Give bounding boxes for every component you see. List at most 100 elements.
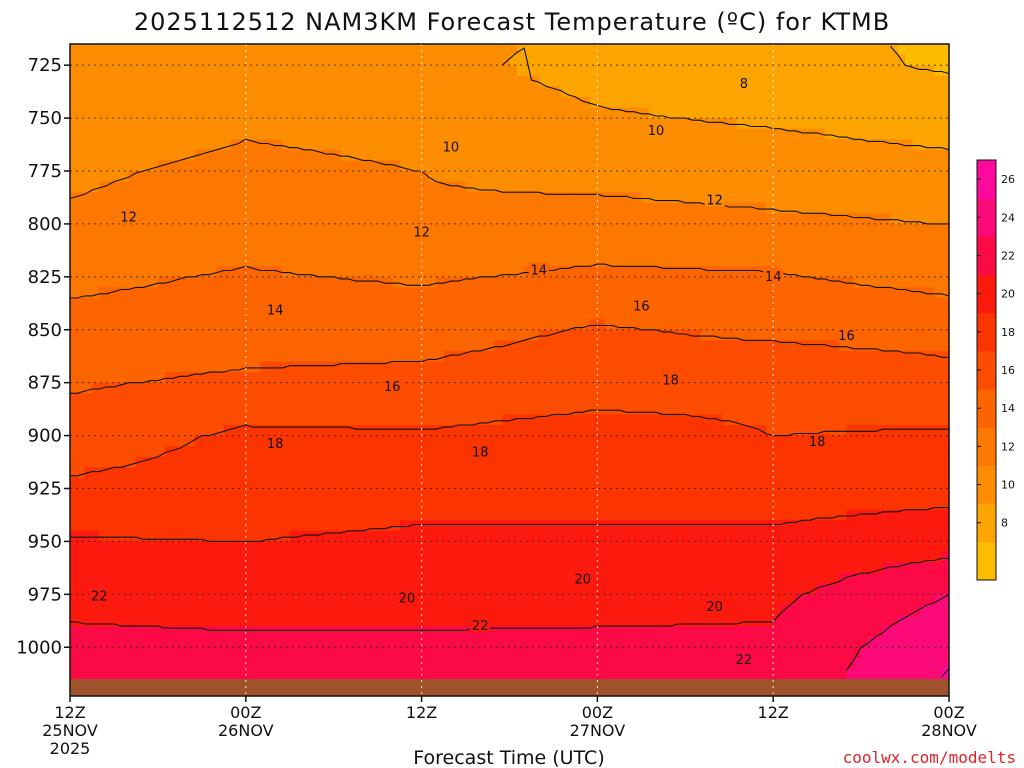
temperature-cell (758, 181, 767, 193)
temperature-cell (663, 319, 672, 331)
temperature-cell (509, 298, 518, 310)
temperature-cell (773, 340, 782, 352)
temperature-cell (546, 192, 555, 204)
temperature-cell (450, 171, 459, 183)
temperature-cell (377, 361, 386, 373)
temperature-cell (384, 149, 393, 162)
temperature-cell (802, 382, 811, 394)
temperature-cell (267, 160, 276, 172)
temperature-cell (714, 139, 723, 151)
temperature-cell (91, 361, 100, 373)
temperature-cell (670, 171, 679, 183)
temperature-cell (604, 266, 613, 278)
temperature-cell (267, 382, 276, 394)
temperature-cell (421, 361, 430, 373)
temperature-cell (883, 403, 891, 416)
temperature-cell (941, 350, 950, 363)
temperature-cell (121, 435, 130, 447)
temperature-cell (553, 181, 562, 193)
temperature-cell (377, 403, 386, 416)
temperature-cell (282, 340, 291, 352)
temperature-cell (612, 276, 620, 289)
temperature-cell (729, 435, 738, 447)
temperature-cell (582, 192, 591, 204)
temperature-cell (436, 86, 445, 98)
temperature-cell (780, 298, 789, 310)
temperature-cell (721, 403, 730, 416)
temperature-cell (480, 139, 489, 151)
temperature-cell (384, 181, 393, 193)
temperature-cell (201, 192, 210, 204)
temperature-cell (809, 266, 818, 278)
temperature-cell (216, 192, 225, 204)
temperature-cell (135, 435, 144, 447)
temperature-cell (135, 287, 144, 299)
temperature-cell (223, 266, 232, 278)
temperature-cell (824, 350, 833, 363)
temperature-cell (663, 149, 672, 162)
temperature-cell (297, 382, 305, 394)
temperature-cell (751, 425, 760, 437)
temperature-cell (150, 107, 159, 119)
temperature-cell (406, 298, 415, 310)
temperature-cell (326, 361, 335, 373)
temperature-cell (267, 54, 276, 66)
temperature-cell (890, 382, 899, 394)
temperature-cell (905, 382, 913, 394)
temperature-cell (553, 435, 562, 447)
temperature-cell (817, 393, 826, 405)
temperature-cell (450, 340, 459, 352)
temperature-cell (516, 298, 525, 310)
temperature-cell (861, 86, 870, 98)
temperature-cell (685, 446, 694, 458)
temperature-cell (172, 86, 181, 98)
temperature-cell (487, 86, 496, 98)
temperature-cell (179, 223, 188, 236)
temperature-cell (319, 414, 327, 426)
temperature-cell (743, 149, 752, 162)
temperature-cell (341, 96, 349, 109)
temperature-cell (941, 192, 950, 204)
temperature-cell (795, 361, 804, 373)
temperature-cell (384, 44, 393, 56)
temperature-cell (656, 107, 664, 119)
temperature-cell (809, 456, 818, 468)
temperature-cell (802, 160, 811, 172)
temperature-cell (802, 75, 811, 87)
temperature-cell (187, 139, 196, 151)
temperature-cell (494, 266, 503, 278)
temperature-cell (582, 361, 591, 373)
temperature-cell (223, 467, 232, 479)
temperature-cell (685, 171, 694, 183)
temperature-cell (582, 425, 591, 437)
temperature-cell (223, 234, 232, 246)
temperature-cell (560, 361, 569, 373)
temperature-cell (927, 319, 935, 331)
temperature-cell (428, 467, 437, 479)
temperature-cell (472, 223, 481, 236)
temperature-cell (773, 107, 782, 119)
temperature-cell (187, 54, 196, 66)
temperature-cell (209, 477, 218, 490)
temperature-cell (934, 255, 943, 267)
temperature-cell (831, 350, 840, 363)
temperature-cell (868, 467, 877, 479)
temperature-cell (216, 160, 225, 172)
temperature-cell (582, 287, 591, 299)
temperature-cell (809, 287, 818, 299)
temperature-cell (377, 477, 386, 490)
temperature-cell (465, 202, 474, 214)
temperature-cell (260, 435, 269, 447)
temperature-cell (487, 139, 496, 151)
temperature-cell (480, 75, 489, 87)
temperature-cell (289, 266, 298, 278)
temperature-cell (414, 160, 423, 172)
temperature-cell (282, 308, 291, 320)
temperature-cell (187, 329, 196, 341)
temperature-cell (809, 44, 818, 56)
temperature-cell (758, 456, 767, 468)
temperature-cell (341, 446, 349, 458)
temperature-cell (414, 403, 423, 416)
temperature-cell (919, 372, 928, 384)
temperature-cell (289, 139, 298, 151)
